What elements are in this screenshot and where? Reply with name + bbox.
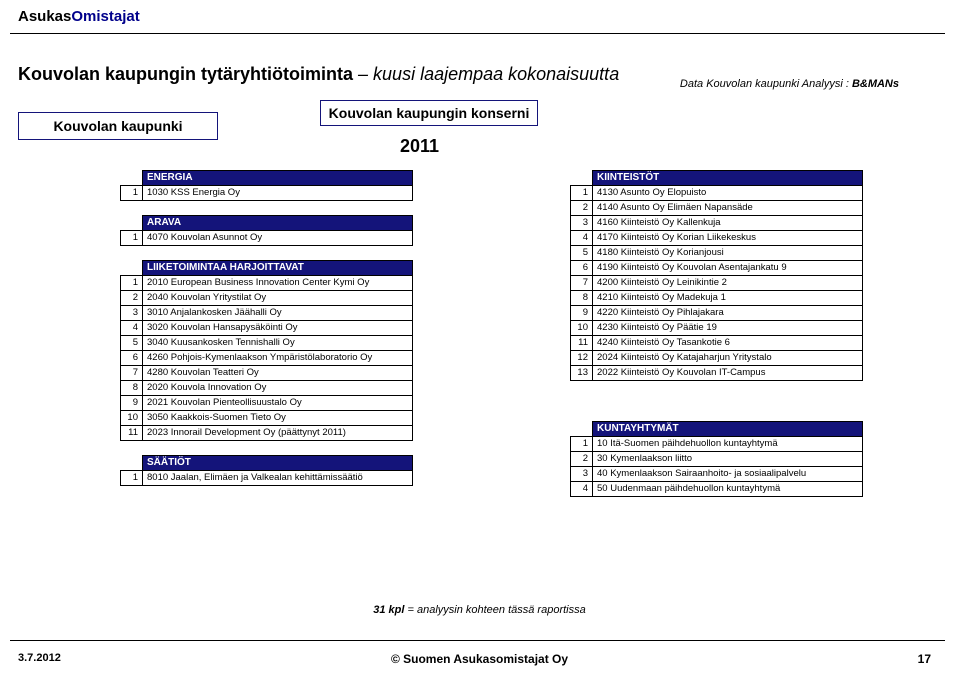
table-row-index: 1 (571, 186, 593, 201)
table-row-index: 8 (571, 291, 593, 306)
table-row-index: 13 (571, 366, 593, 381)
table-row-index: 3 (121, 306, 143, 321)
table-row-value: 3010 Anjalankosken Jäähalli Oy (143, 306, 413, 321)
table-row-value: 30 Kymenlaakson liitto (593, 452, 863, 467)
table-row-value: 4140 Asunto Oy Elimäen Napansäde (593, 201, 863, 216)
table-row-value: 10 Itä-Suomen päihdehuollon kuntayhtymä (593, 437, 863, 452)
table-row-index: 10 (121, 411, 143, 426)
table-row-index: 9 (121, 396, 143, 411)
table-row-value: 2021 Kouvolan Pienteollisuustalo Oy (143, 396, 413, 411)
table-row-index: 2 (571, 452, 593, 467)
logo-part2: Omistajat (71, 8, 139, 25)
table-row-value: 4220 Kiinteistö Oy Pihlajakara (593, 306, 863, 321)
logo-part1: Asukas (18, 8, 71, 25)
org-box-mid-label: Kouvolan kaupungin konserni (329, 105, 530, 121)
title-main: Kouvolan kaupungin tytäryhtiötoiminta (18, 64, 353, 84)
table-row-index: 12 (571, 351, 593, 366)
table-row-index: 9 (571, 306, 593, 321)
org-box-left-label: Kouvolan kaupunki (53, 118, 182, 134)
table-row-index: 1 (571, 437, 593, 452)
table-row-value: 4230 Kiinteistö Oy Päätie 19 (593, 321, 863, 336)
table-row-index: 7 (571, 276, 593, 291)
table-row-index: 2 (571, 201, 593, 216)
title-sub: – kuusi laajempaa kokonaisuutta (358, 64, 619, 84)
table-row-index: 1 (121, 186, 143, 201)
table-row-index: 5 (121, 336, 143, 351)
table-row-index: 6 (571, 261, 593, 276)
logo: AsukasOmistajat (18, 8, 140, 25)
footer-page: 17 (918, 652, 931, 666)
table-saatiot: SÄÄTIÖT 18010 Jaalan, Elimäen ja Valkeal… (120, 455, 413, 486)
table-row-index: 4 (571, 482, 593, 497)
table-row-value: 4280 Kouvolan Teatteri Oy (143, 366, 413, 381)
table-row-index: 11 (121, 426, 143, 441)
kunta-header: KUNTAYHTYMÄT (593, 422, 863, 437)
footnote-text: = analyysin kohteen tässä raportissa (404, 604, 585, 616)
saatiot-header: SÄÄTIÖT (143, 456, 413, 471)
bottom-rule (10, 640, 945, 641)
table-kuntayhtymat: KUNTAYHTYMÄT 110 Itä-Suomen päihdehuollo… (570, 421, 863, 497)
table-row-value: 4070 Kouvolan Asunnot Oy (143, 231, 413, 246)
table-liiketoiminta: LIIKETOIMINTAA HARJOITTAVAT 12010 Europe… (120, 260, 413, 441)
table-row-index: 8 (121, 381, 143, 396)
table-row-value: 1030 KSS Energia Oy (143, 186, 413, 201)
data-source-text: Data Kouvolan kaupunki Analyysi : (680, 78, 852, 90)
table-row-value: 2023 Innorail Development Oy (päättynyt … (143, 426, 413, 441)
table-row-index: 1 (121, 471, 143, 486)
table-row-index: 3 (571, 467, 593, 482)
table-kiinteistot: KIINTEISTÖT 14130 Asunto Oy Elopuisto241… (570, 170, 863, 381)
table-row-index: 4 (571, 231, 593, 246)
data-source-bold: B&MANs (852, 78, 899, 90)
table-row-value: 4180 Kiinteistö Oy Korianjousi (593, 246, 863, 261)
table-row-value: 2022 Kiinteistö Oy Kouvolan IT-Campus (593, 366, 863, 381)
footnote: 31 kpl = analyysin kohteen tässä raporti… (0, 604, 959, 616)
kiint-header: KIINTEISTÖT (593, 171, 863, 186)
org-year: 2011 (400, 136, 439, 157)
table-row-value: 2010 European Business Innovation Center… (143, 276, 413, 291)
top-rule (10, 33, 945, 34)
table-row-index: 2 (121, 291, 143, 306)
table-row-value: 4160 Kiinteistö Oy Kallenkuja (593, 216, 863, 231)
table-row-value: 3050 Kaakkois-Suomen Tieto Oy (143, 411, 413, 426)
table-row-value: 3040 Kuusankosken Tennishalli Oy (143, 336, 413, 351)
column-right: KIINTEISTÖT 14130 Asunto Oy Elopuisto241… (570, 170, 900, 511)
table-row-index: 3 (571, 216, 593, 231)
table-row-value: 2020 Kouvola Innovation Oy (143, 381, 413, 396)
table-row-value: 4170 Kiinteistö Oy Korian Liikekeskus (593, 231, 863, 246)
table-arava: ARAVA 14070 Kouvolan Asunnot Oy (120, 215, 413, 246)
liike-header: LIIKETOIMINTAA HARJOITTAVAT (143, 261, 413, 276)
table-energia: ENERGIA 11030 KSS Energia Oy (120, 170, 413, 201)
table-row-value: 50 Uudenmaan päihdehuollon kuntayhtymä (593, 482, 863, 497)
table-row-index: 6 (121, 351, 143, 366)
table-row-value: 4130 Asunto Oy Elopuisto (593, 186, 863, 201)
table-row-value: 2024 Kiinteistö Oy Katajaharjun Yritysta… (593, 351, 863, 366)
table-row-value: 4210 Kiinteistö Oy Madekuja 1 (593, 291, 863, 306)
table-row-index: 7 (121, 366, 143, 381)
table-row-value: 2040 Kouvolan Yritystilat Oy (143, 291, 413, 306)
table-row-index: 5 (571, 246, 593, 261)
footnote-bold: 31 kpl (373, 604, 404, 616)
arava-header: ARAVA (143, 216, 413, 231)
table-row-index: 1 (121, 276, 143, 291)
footer-center: © Suomen Asukasomistajat Oy (0, 652, 959, 666)
table-row-value: 3020 Kouvolan Hansapysäköinti Oy (143, 321, 413, 336)
org-box-mid: Kouvolan kaupungin konserni (320, 100, 538, 126)
table-row-value: 8010 Jaalan, Elimäen ja Valkealan kehitt… (143, 471, 413, 486)
main-title: Kouvolan kaupungin tytäryhtiötoiminta – … (18, 64, 619, 85)
table-row-index: 10 (571, 321, 593, 336)
table-row-value: 4260 Pohjois-Kymenlaakson Ympäristölabor… (143, 351, 413, 366)
table-row-index: 4 (121, 321, 143, 336)
energia-header: ENERGIA (143, 171, 413, 186)
table-row-value: 40 Kymenlaakson Sairaanhoito- ja sosiaal… (593, 467, 863, 482)
table-row-index: 1 (121, 231, 143, 246)
column-left: ENERGIA 11030 KSS Energia Oy ARAVA 14070… (120, 170, 500, 500)
org-box-left: Kouvolan kaupunki (18, 112, 218, 140)
table-row-value: 4200 Kiinteistö Oy Leinikintie 2 (593, 276, 863, 291)
table-row-value: 4190 Kiinteistö Oy Kouvolan Asentajankat… (593, 261, 863, 276)
table-row-index: 11 (571, 336, 593, 351)
table-row-value: 4240 Kiinteistö Oy Tasankotie 6 (593, 336, 863, 351)
data-source: Data Kouvolan kaupunki Analyysi : B&MANs (680, 78, 899, 90)
